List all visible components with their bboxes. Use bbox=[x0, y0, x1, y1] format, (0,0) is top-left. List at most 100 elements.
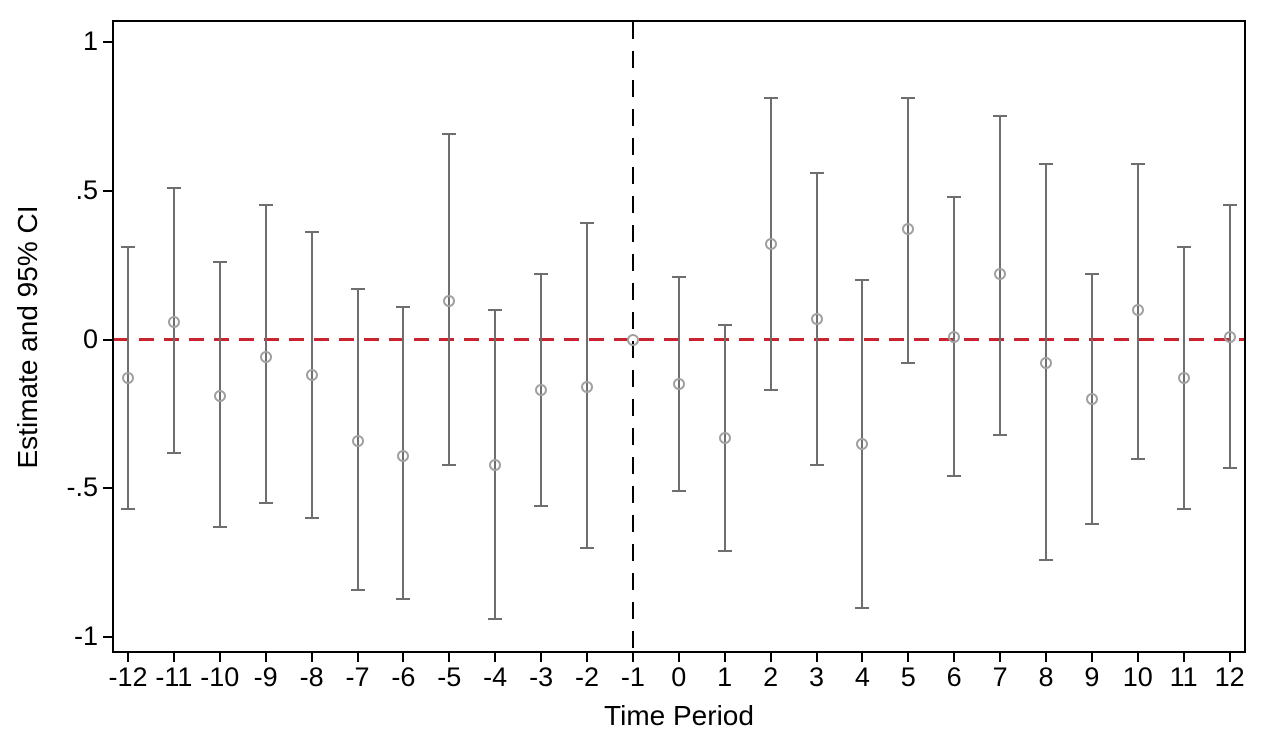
error-bar-cap-bottom bbox=[304, 517, 319, 520]
error-bar-cap-bottom bbox=[1039, 558, 1053, 561]
error-bar-cap-bottom bbox=[534, 505, 549, 508]
error-bar-cap-top bbox=[1084, 272, 1099, 275]
x-axis-title: Time Period bbox=[604, 700, 754, 731]
error-bar-cap-bottom bbox=[855, 606, 870, 609]
error-bar-cap-top bbox=[396, 305, 411, 308]
x-tick-label: -10 bbox=[200, 662, 240, 692]
error-bar-cap-top bbox=[580, 222, 594, 225]
x-tick-label: -5 bbox=[437, 662, 462, 692]
error-bar-cap-bottom bbox=[580, 546, 594, 549]
point-marker bbox=[167, 315, 180, 328]
y-axis-tick bbox=[103, 636, 112, 639]
error-bar-cap-top bbox=[304, 231, 319, 234]
point-marker bbox=[397, 449, 410, 462]
point-marker bbox=[443, 294, 456, 307]
x-axis-tick bbox=[1182, 653, 1185, 662]
x-axis-tick bbox=[356, 653, 359, 662]
x-tick-label: -8 bbox=[299, 662, 324, 692]
x-axis-tick bbox=[999, 653, 1002, 662]
y-axis-tick bbox=[103, 189, 112, 192]
x-axis-tick bbox=[815, 653, 818, 662]
x-tick-label: 12 bbox=[1214, 662, 1245, 692]
x-tick-label: -3 bbox=[529, 662, 554, 692]
error-bar-cap-bottom bbox=[1130, 457, 1145, 460]
point-marker bbox=[718, 431, 731, 444]
x-axis-tick bbox=[769, 653, 772, 662]
error-bar-cap-bottom bbox=[1084, 523, 1099, 526]
point-marker bbox=[259, 351, 272, 364]
error-bar-cap-bottom bbox=[396, 597, 411, 600]
x-tick-label: -4 bbox=[483, 662, 508, 692]
point-marker bbox=[626, 333, 639, 346]
x-axis-tick bbox=[953, 653, 956, 662]
x-tick-label: 1 bbox=[717, 662, 733, 692]
error-bar-cap-top bbox=[1039, 162, 1053, 165]
x-axis-tick bbox=[218, 653, 221, 662]
error-bar-cap-top bbox=[947, 195, 962, 198]
y-tick-label: 0 bbox=[82, 323, 98, 354]
error-bar-cap-bottom bbox=[671, 490, 686, 493]
x-tick-label: -2 bbox=[574, 662, 599, 692]
x-tick-label: 9 bbox=[1084, 662, 1100, 692]
error-bar-cap-bottom bbox=[993, 433, 1008, 436]
point-marker bbox=[213, 390, 226, 403]
point-marker bbox=[994, 267, 1007, 280]
point-marker bbox=[856, 437, 869, 450]
x-tick-label: 10 bbox=[1122, 662, 1153, 692]
y-tick-label: -.5 bbox=[66, 472, 98, 503]
point-marker bbox=[305, 369, 318, 382]
point-marker bbox=[948, 330, 961, 343]
x-axis-tick bbox=[172, 653, 175, 662]
point-marker bbox=[1040, 357, 1052, 370]
x-axis-tick bbox=[494, 653, 497, 662]
error-bar-cap-bottom bbox=[212, 526, 227, 529]
error-bar-cap-top bbox=[442, 133, 457, 136]
x-tick-label: -6 bbox=[391, 662, 416, 692]
x-tick-label: 5 bbox=[900, 662, 916, 692]
error-bar-cap-top bbox=[121, 246, 135, 249]
point-marker bbox=[581, 381, 593, 394]
x-axis-tick bbox=[127, 653, 129, 662]
point-marker bbox=[672, 378, 685, 391]
x-axis-tick bbox=[540, 653, 543, 662]
y-tick-label: -1 bbox=[73, 621, 98, 652]
point-marker bbox=[351, 434, 364, 447]
x-tick-label: -9 bbox=[253, 662, 278, 692]
error-bar-cap-bottom bbox=[442, 463, 457, 466]
y-axis-tick bbox=[103, 338, 112, 341]
point-marker bbox=[535, 384, 548, 397]
error-bar-cap-top bbox=[1176, 246, 1191, 249]
error-bar-cap-top bbox=[809, 171, 824, 174]
error-bar-cap-bottom bbox=[350, 588, 365, 591]
error-bar-cap-top bbox=[763, 97, 778, 100]
error-bar-cap-top bbox=[901, 97, 916, 100]
x-tick-label: 8 bbox=[1038, 662, 1054, 692]
error-bar-cap-top bbox=[717, 323, 732, 326]
y-tick-label: .5 bbox=[75, 174, 98, 205]
error-bar-cap-top bbox=[1130, 162, 1145, 165]
x-axis-tick bbox=[1090, 653, 1093, 662]
x-tick-label: 0 bbox=[671, 662, 687, 692]
x-tick-label: 7 bbox=[992, 662, 1008, 692]
error-bar-cap-bottom bbox=[1222, 466, 1237, 469]
y-axis-tick bbox=[103, 487, 112, 490]
error-bar-cap-top bbox=[488, 308, 503, 311]
x-axis-tick bbox=[723, 653, 726, 662]
point-marker bbox=[902, 223, 915, 236]
x-axis-tick bbox=[1136, 653, 1139, 662]
error-bar-cap-top bbox=[855, 278, 870, 281]
x-axis-tick bbox=[586, 653, 588, 662]
x-tick-label: -11 bbox=[155, 662, 193, 692]
x-tick-label: 4 bbox=[854, 662, 870, 692]
x-tick-label: 3 bbox=[808, 662, 825, 692]
x-tick-label: 2 bbox=[763, 662, 779, 692]
error-bar-cap-top bbox=[212, 261, 227, 264]
point-marker bbox=[764, 238, 777, 251]
y-axis-tick bbox=[103, 40, 112, 43]
error-bar-cap-top bbox=[671, 275, 686, 278]
x-tick-label: 6 bbox=[946, 662, 962, 692]
x-tick-label: -12 bbox=[108, 662, 148, 692]
error-bar-cap-top bbox=[993, 115, 1008, 118]
error-bar-cap-bottom bbox=[947, 475, 962, 478]
